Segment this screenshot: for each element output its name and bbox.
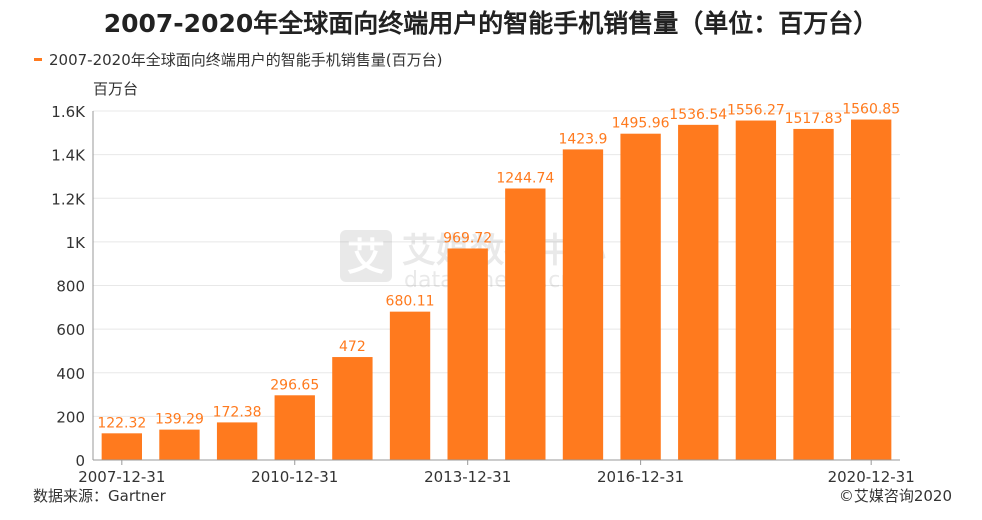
data-label: 1244.74 [496,170,554,186]
x-tick-label: 2016-12-31 [597,468,684,486]
source-note: 数据来源：Gartner [33,487,166,505]
y-tick-label: 600 [56,321,85,339]
y-tick-label: 1K [66,234,87,252]
y-tick-label: 800 [56,278,85,296]
bar[interactable] [332,357,373,460]
chart-title: 2007-2020年全球面向终端用户的智能手机销售量（单位：百万台） [103,9,879,38]
bar[interactable] [159,429,200,460]
bar[interactable] [505,188,546,460]
data-label: 1536.54 [669,107,727,123]
bar[interactable] [274,395,315,460]
axes: 0 200 400 600 800 1K 1.2K 1.4K 1.6K 2007-12-31 201… [51,103,914,486]
bar[interactable] [851,119,892,460]
data-label: 122.32 [97,415,146,431]
watermark-logo-box [340,230,392,282]
x-tick-label: 2010-12-31 [251,468,338,486]
bars [101,119,892,461]
data-label: 680.11 [386,294,435,310]
data-label: 296.65 [270,377,319,393]
data-label: 1423.9 [558,131,607,147]
watermark-url: data.iimedia.cn [404,268,574,293]
y-tick-label: 1.4K [51,147,86,165]
x-tick-label: 2007-12-31 [78,468,165,486]
data-label: 139.29 [155,412,204,428]
bar[interactable] [793,128,834,460]
y-tick-label: 1.2K [51,190,86,208]
bar[interactable] [735,120,777,460]
data-label: 172.38 [213,404,262,420]
data-label: 1517.83 [785,111,843,127]
legend-swatch [34,58,42,61]
bar[interactable] [678,124,719,460]
watermark-logo-char: 艾 [347,235,385,279]
bar[interactable] [620,133,661,460]
bar[interactable] [562,149,604,461]
data-labels: 122.32 139.29 172.38 296.65 472 680.11 969.72 1… [97,102,900,432]
legend[interactable]: 2007-2020年全球面向终端用户的智能手机销售量(百万台) [34,49,442,70]
data-label: 969.72 [443,230,492,246]
bar[interactable] [447,248,488,460]
copyright-note: ©艾媒咨询2020 [838,487,952,505]
data-label: 472 [339,339,366,355]
bar[interactable] [101,433,142,460]
bar[interactable] [216,422,258,460]
legend-label: 2007-2020年全球面向终端用户的智能手机销售量(百万台) [49,51,443,69]
x-tick-label: 2020-12-31 [828,468,915,486]
bar[interactable] [389,311,431,460]
data-label: 1556.27 [727,103,785,119]
y-axis-unit-label: 百万台 [93,80,139,98]
y-tick-label: 1.6K [51,103,86,121]
y-tick-label: 200 [56,408,85,426]
data-label: 1560.85 [842,102,900,118]
data-label: 1495.96 [612,116,670,132]
y-tick-label: 400 [56,365,85,383]
y-tick-label: 0 [75,452,85,470]
x-tick-label: 2013-12-31 [424,468,511,486]
